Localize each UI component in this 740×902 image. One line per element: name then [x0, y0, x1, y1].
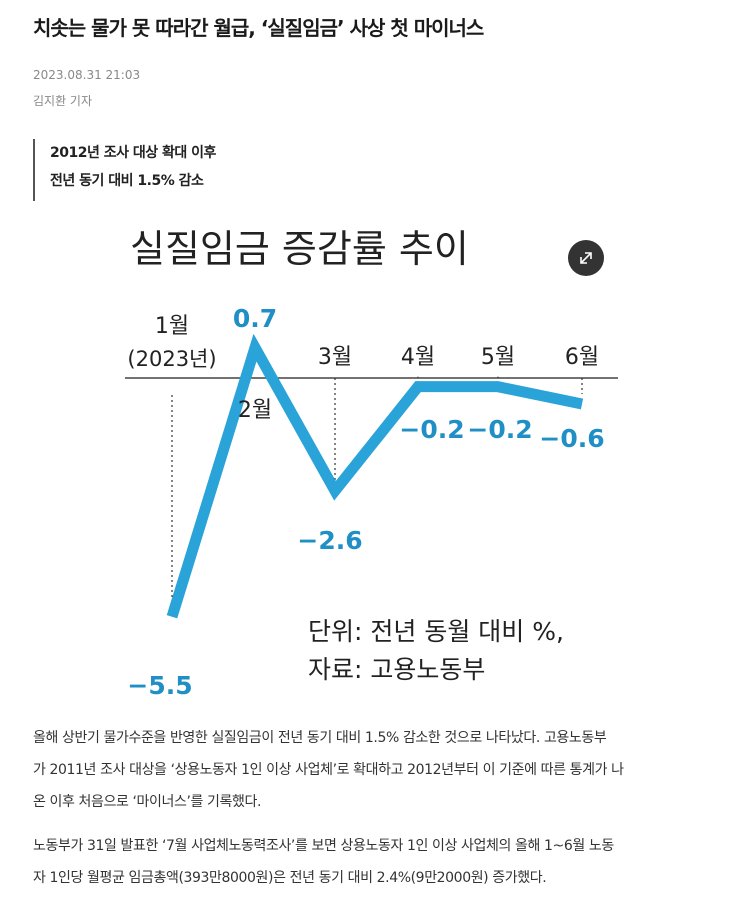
subheadline-line: 2012년 조사 대상 확대 이후	[50, 145, 216, 161]
paragraph-line: 자 1인당 월평균 임금총액(393만8000원)은 전년 동기 대비 2.4%…	[33, 870, 547, 886]
value-label: −2.6	[297, 526, 362, 555]
value-label: 0.7	[233, 304, 277, 333]
article-headline: 치솟는 물가 못 따라간 월급, ‘실질임금’ 사상 첫 마이너스	[33, 16, 484, 40]
expand-icon	[580, 252, 592, 264]
category-label: 1월	[155, 314, 189, 339]
paragraph-line: 온 이후 처음으로 ‘마이너스’를 기록했다.	[33, 794, 262, 810]
category-label: 6월	[565, 345, 599, 370]
series-line	[166, 333, 584, 619]
value-label: −0.2	[467, 415, 532, 444]
value-label: −5.5	[127, 671, 192, 700]
publish-date: 2023.08.31 21:03	[33, 68, 141, 82]
article-paragraph: 노동부가 31일 발표한 ‘7월 사업체노동력조사’를 보면 상용노동자 1인 …	[33, 830, 713, 894]
chart-title: 실질임금 증감률 추이	[130, 227, 469, 271]
article-paragraph: 올해 상반기 물가수준을 반영한 실질임금이 전년 동기 대비 1.5% 감소한…	[33, 722, 713, 818]
category-label: 4월	[401, 345, 435, 370]
source-note: 자료: 고용노동부	[308, 655, 485, 684]
value-label: −0.6	[539, 424, 604, 453]
wage-change-chart: 실질임금 증감률 추이 1월 (2023년) 2월 3월 4월 5월 6월 −5.5 0.7 −…	[125, 227, 618, 700]
paragraph-line: 노동부가 31일 발표한 ‘7월 사업체노동력조사’를 보면 상용노동자 1인 …	[33, 838, 614, 854]
category-label: 3월	[318, 345, 352, 370]
paragraph-line: 올해 상반기 물가수준을 반영한 실질임금이 전년 동기 대비 1.5% 감소한…	[33, 730, 607, 746]
subheadline: 2012년 조사 대상 확대 이후 전년 동기 대비 1.5% 감소	[33, 139, 433, 201]
expand-button[interactable]	[568, 240, 604, 276]
category-label: 5월	[481, 345, 515, 370]
paragraph-line: 가 2011년 조사 대상을 ‘상용노동자 1인 이상 사업체’로 확대하고 2…	[33, 762, 624, 778]
category-note: (2023년)	[127, 347, 216, 371]
value-label: −0.2	[399, 415, 464, 444]
unit-note: 단위: 전년 동월 대비 %,	[308, 617, 564, 646]
category-label: 2월	[238, 398, 272, 423]
subheadline-line: 전년 동기 대비 1.5% 감소	[50, 173, 204, 189]
author-byline: 김지환 기자	[33, 94, 93, 108]
